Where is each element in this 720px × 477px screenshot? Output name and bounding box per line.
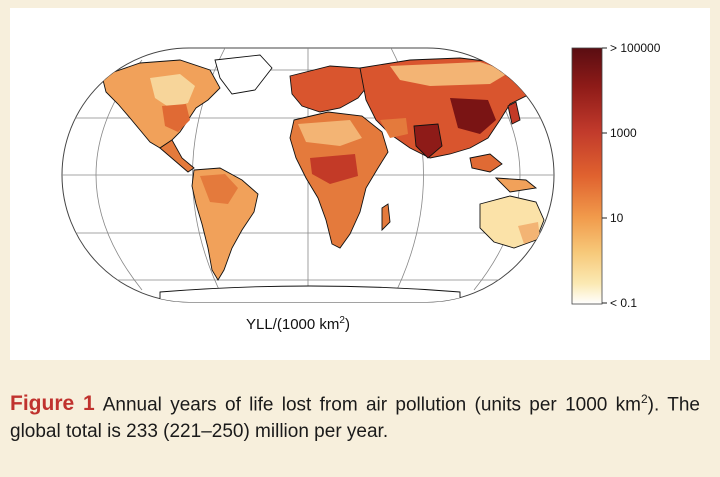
landmass-new-zealand xyxy=(549,244,554,273)
landmass-middle-east xyxy=(380,118,408,138)
caption-superscript: 2 xyxy=(640,392,648,406)
landmass-indonesia xyxy=(494,177,538,193)
figure-caption: Figure 1 Annual years of life lost from a… xyxy=(10,386,700,445)
caption-text-end: ). The global total is 233 (221–250) mil… xyxy=(10,394,700,443)
landmass-sahara xyxy=(298,120,362,146)
landmass-india xyxy=(413,123,443,159)
landmass-madagascar xyxy=(381,203,391,232)
landmass-europe xyxy=(289,65,371,113)
landmass-africa-central xyxy=(310,154,358,184)
colorbar-tick-label: 1000 xyxy=(610,126,637,140)
landmass-central-america xyxy=(159,139,195,173)
landmass-australia-east xyxy=(518,222,540,244)
colorbar-tick-label: 10 xyxy=(610,211,624,225)
figure-label: Figure 1 xyxy=(10,392,95,416)
landmass-us-east xyxy=(162,104,190,132)
landmass-japan xyxy=(507,101,521,125)
units-label: YLL/(1000 km2) xyxy=(246,315,350,333)
air-pollution-map: > 100000 1000 10 < 0.1 YLL/(1000 km2) xyxy=(61,41,661,333)
landmass-greenland xyxy=(214,54,273,95)
map-content xyxy=(62,48,554,302)
landmass-north-america xyxy=(101,59,221,149)
colorbar-tick-label: > 100000 xyxy=(610,41,661,55)
landmass-china-east xyxy=(450,98,496,134)
colorbar xyxy=(571,47,603,305)
landmass-siberia xyxy=(390,62,510,86)
caption-text: Annual years of life lost from air pollu… xyxy=(102,394,641,416)
landmass-canada-light xyxy=(150,74,195,108)
colorbar-ticks xyxy=(602,47,607,304)
figure-panel: > 100000 1000 10 < 0.1 YLL/(1000 km2) xyxy=(10,8,710,360)
landmass-antarctica xyxy=(159,285,461,302)
landmass-se-asia xyxy=(469,153,503,173)
landmass-sa-north xyxy=(200,174,238,204)
colorbar-tick-label: < 0.1 xyxy=(610,296,637,310)
